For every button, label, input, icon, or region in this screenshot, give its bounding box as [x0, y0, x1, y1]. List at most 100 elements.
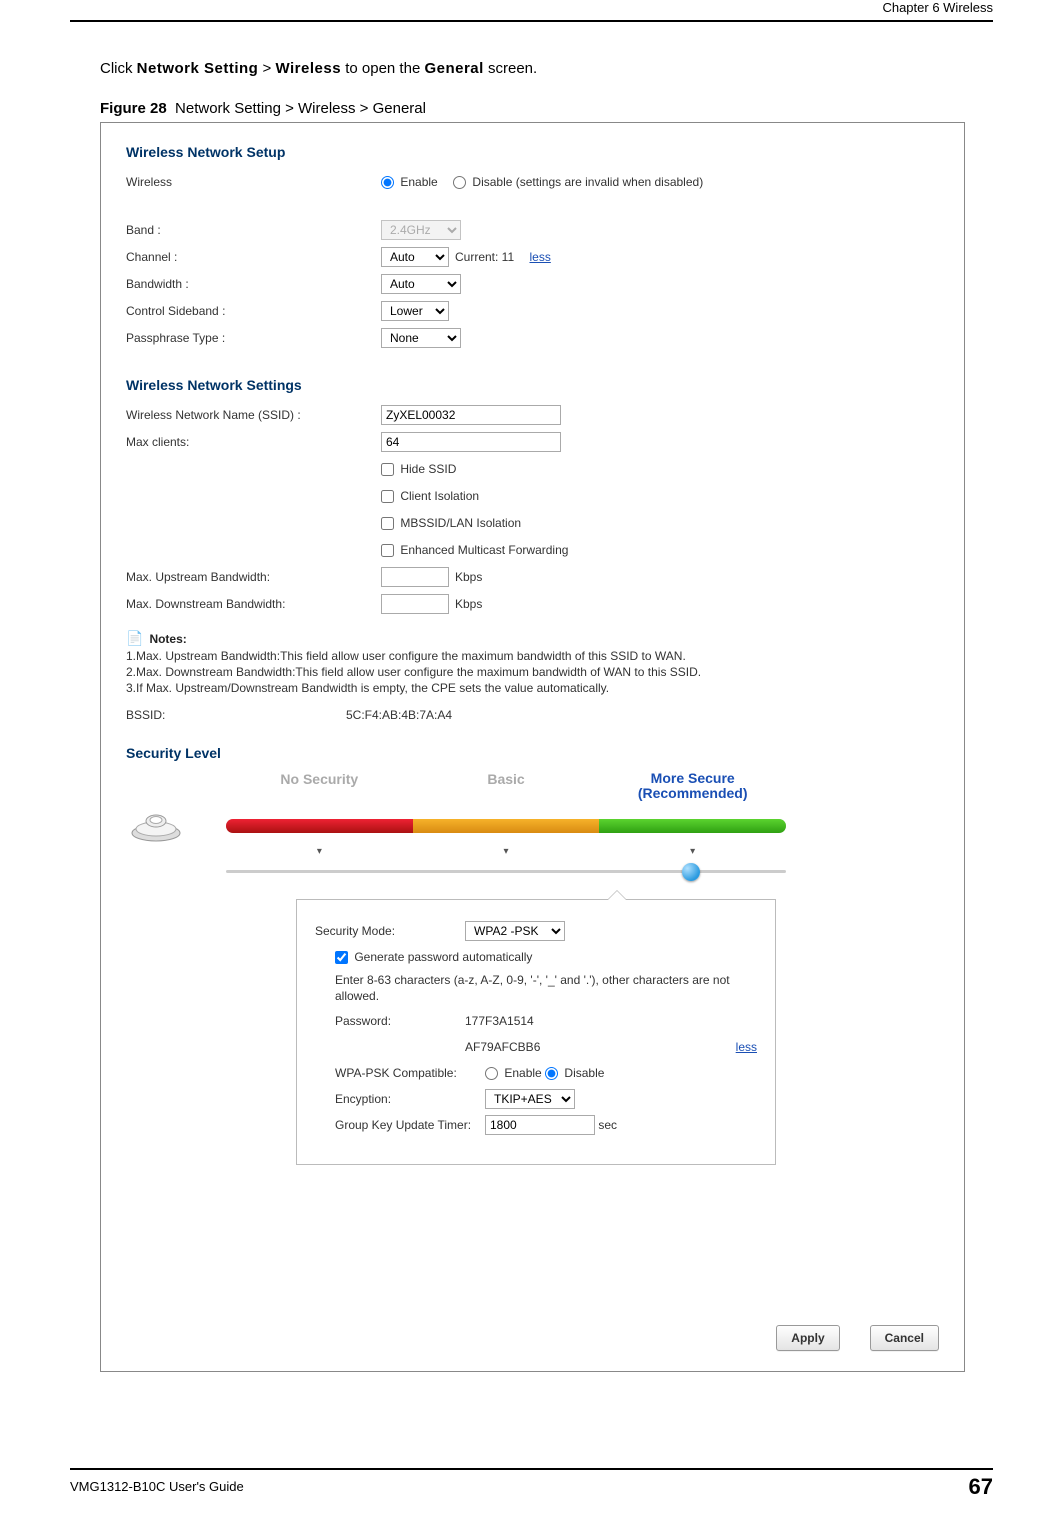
screenshot-panel: Wireless Network Setup Wireless Enable D… — [100, 122, 965, 1372]
up-bw-label: Max. Upstream Bandwidth: — [126, 570, 381, 584]
wpa-compat-disable-text: Disable — [564, 1066, 604, 1080]
security-level-icon — [126, 808, 186, 844]
intro-b1: Network Setting — [137, 60, 259, 77]
client-isolation-checkbox[interactable] — [381, 490, 394, 503]
header-rule — [70, 20, 993, 22]
pw-label: Password: — [335, 1014, 465, 1028]
gkut-input[interactable] — [485, 1115, 595, 1135]
wireless-enable[interactable]: Enable — [381, 175, 438, 189]
wpa-compat-disable-radio[interactable] — [545, 1067, 558, 1080]
maxclients-label: Max clients: — [126, 435, 381, 449]
marker-1: ▾ — [226, 846, 413, 857]
bandwidth-select[interactable]: Auto — [381, 274, 461, 294]
maxclients-input[interactable] — [381, 432, 561, 452]
security-slider[interactable] — [226, 861, 786, 881]
sec-label-no: No Security — [226, 771, 413, 802]
emf-text: Enhanced Multicast Forwarding — [400, 543, 568, 557]
slider-line — [226, 870, 786, 873]
wireless-disable[interactable]: Disable (settings are invalid when disab… — [453, 175, 703, 189]
up-bw-unit: Kbps — [455, 570, 482, 584]
emf-check[interactable]: Enhanced Multicast Forwarding — [381, 543, 568, 557]
sec-label-basic: Basic — [413, 771, 600, 802]
ssid-input[interactable] — [381, 405, 561, 425]
wpa-compat-enable-text: Enable — [504, 1066, 541, 1080]
marker-3: ▾ — [599, 846, 786, 857]
wireless-enable-radio[interactable] — [381, 176, 394, 189]
passphrase-label: Passphrase Type : — [126, 331, 381, 345]
notes-title: Notes: — [149, 632, 186, 646]
notes-icon: 📄 — [126, 630, 143, 647]
mbssid-text: MBSSID/LAN Isolation — [400, 516, 521, 530]
band-select[interactable]: 2.4GHz — [381, 220, 461, 240]
down-bw-unit: Kbps — [455, 597, 482, 611]
hide-ssid-check[interactable]: Hide SSID — [381, 462, 456, 476]
bar-seg-orange — [413, 819, 600, 833]
wireless-disable-text: Disable (settings are invalid when disab… — [472, 175, 703, 189]
cancel-button[interactable]: Cancel — [870, 1325, 939, 1351]
channel-select[interactable]: Auto — [381, 247, 449, 267]
sec-mode-label: Security Mode: — [315, 924, 465, 938]
callout-arrow — [607, 890, 627, 900]
sec-mode-select[interactable]: WPA2 -PSK — [465, 921, 565, 941]
figure-label: Figure 28 — [100, 100, 167, 117]
figure-caption: Figure 28 Network Setting > Wireless > G… — [100, 100, 426, 117]
channel-label: Channel : — [126, 250, 381, 264]
section-settings-title: Wireless Network Settings — [126, 377, 939, 393]
marker-2: ▾ — [413, 846, 600, 857]
passphrase-select[interactable]: None — [381, 328, 461, 348]
wireless-disable-radio[interactable] — [453, 176, 466, 189]
note-1: 1.Max. Upstream Bandwidth:This field all… — [126, 649, 939, 663]
bssid-label: BSSID: — [126, 708, 346, 722]
pw-help-text: Enter 8-63 characters (a-z, A-Z, 0-9, '-… — [335, 972, 757, 1004]
emf-checkbox[interactable] — [381, 544, 394, 557]
bar-seg-green — [599, 819, 786, 833]
intro-mid: to open the — [341, 60, 424, 77]
sideband-select[interactable]: Lower — [381, 301, 449, 321]
enc-select[interactable]: TKIP+AES — [485, 1089, 575, 1109]
gkut-label: Group Key Update Timer: — [335, 1118, 485, 1132]
chapter-header: Chapter 6 Wireless — [882, 0, 993, 15]
intro-sep1: > — [258, 60, 275, 77]
pw-less-link[interactable]: less — [736, 1040, 757, 1054]
sec-more-l2: (Recommended) — [638, 785, 748, 801]
band-label: Band : — [126, 223, 381, 237]
section-setup-title: Wireless Network Setup — [126, 144, 939, 160]
notes-header: 📄 Notes: — [126, 630, 939, 647]
section-security-title: Security Level — [126, 745, 939, 761]
intro-suffix: screen. — [484, 60, 537, 77]
up-bw-input[interactable] — [381, 567, 449, 587]
sec-label-more: More Secure (Recommended) — [599, 771, 786, 802]
mbssid-check[interactable]: MBSSID/LAN Isolation — [381, 516, 521, 530]
slider-knob[interactable] — [682, 863, 700, 881]
client-isolation-text: Client Isolation — [400, 489, 479, 503]
page-number: 67 — [969, 1474, 993, 1500]
intro-b2: Wireless — [275, 60, 341, 77]
footer-rule — [70, 1468, 993, 1470]
channel-less-link[interactable]: less — [529, 250, 550, 264]
gen-pw-checkbox[interactable] — [335, 951, 348, 964]
pw-value-1: 177F3A1514 — [465, 1014, 534, 1028]
down-bw-label: Max. Downstream Bandwidth: — [126, 597, 381, 611]
enc-label: Encyption: — [335, 1092, 485, 1106]
wpa-compat-label: WPA-PSK Compatible: — [335, 1066, 485, 1080]
mbssid-checkbox[interactable] — [381, 517, 394, 530]
apply-button[interactable]: Apply — [776, 1325, 839, 1351]
client-isolation-check[interactable]: Client Isolation — [381, 489, 479, 503]
wpa-compat-enable-radio[interactable] — [485, 1067, 498, 1080]
note-2: 2.Max. Downstream Bandwidth:This field a… — [126, 665, 939, 679]
intro-b3: General — [424, 60, 483, 77]
channel-current: Current: 11 — [455, 250, 514, 264]
wireless-enable-text: Enable — [400, 175, 437, 189]
ssid-label: Wireless Network Name (SSID) : — [126, 408, 381, 422]
gen-pw-check[interactable]: Generate password automatically — [335, 950, 532, 964]
footer-guide: VMG1312-B10C User's Guide — [70, 1479, 244, 1494]
intro-prefix: Click — [100, 60, 137, 77]
security-color-bar — [226, 819, 786, 833]
down-bw-input[interactable] — [381, 594, 449, 614]
hide-ssid-checkbox[interactable] — [381, 463, 394, 476]
note-3: 3.If Max. Upstream/Downstream Bandwidth … — [126, 681, 939, 695]
wpa-compat-disable[interactable]: Disable — [545, 1066, 604, 1080]
wpa-compat-enable[interactable]: Enable — [485, 1066, 542, 1080]
security-callout: Security Mode: WPA2 -PSK Generate passwo… — [296, 899, 776, 1165]
figure-caption-text: Network Setting > Wireless > General — [175, 100, 426, 117]
